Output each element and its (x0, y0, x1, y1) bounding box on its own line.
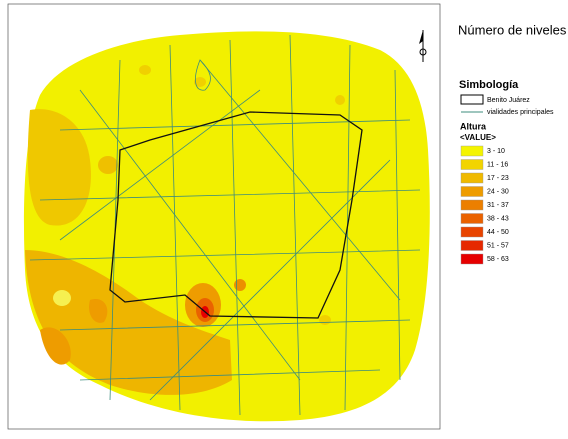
benito-juarez-boundary (109, 111, 363, 319)
legend: Simbología Benito Juárez vialidades prin… (459, 79, 554, 265)
legend-swatch (460, 253, 484, 265)
road-label: vialidades principales (487, 109, 554, 116)
legend-class-label: 24 - 30 (487, 188, 509, 195)
legend-swatch (460, 186, 484, 197)
map-title: Número de niveles (458, 22, 567, 37)
legend-class-label: 17 - 23 (487, 175, 509, 182)
legend-class-label: 11 - 16 (487, 161, 508, 168)
north-arrow (419, 30, 427, 62)
legend-swatch (460, 172, 484, 184)
legend-swatch (460, 213, 484, 224)
legend-swatch (460, 240, 484, 251)
legend-class-label: 58 - 63 (487, 256, 509, 263)
legend-swatch (460, 159, 484, 170)
legend-class-label: 51 - 57 (487, 242, 509, 249)
map-surface (23, 31, 430, 422)
field-label: Altura (460, 121, 487, 131)
legend-swatch (460, 145, 484, 157)
legend-class-label: 31 - 37 (487, 202, 509, 209)
legend-heading: Simbología (459, 79, 519, 91)
legend-swatch (460, 226, 484, 238)
value-heading: <VALUE> (460, 133, 496, 142)
map-frame (7, 3, 441, 430)
boundary-swatch (460, 94, 484, 105)
legend-swatch (460, 199, 484, 211)
legend-class-label: 38 - 43 (487, 215, 509, 222)
legend-class-label: 3 - 10 (487, 148, 505, 155)
boundary-label: Benito Juárez (487, 97, 530, 104)
legend-class-label: 44 - 50 (487, 229, 509, 236)
